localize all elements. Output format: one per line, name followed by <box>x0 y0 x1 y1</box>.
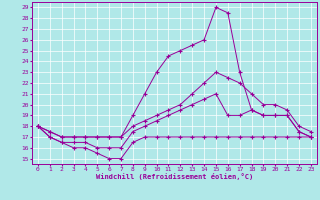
X-axis label: Windchill (Refroidissement éolien,°C): Windchill (Refroidissement éolien,°C) <box>96 173 253 180</box>
